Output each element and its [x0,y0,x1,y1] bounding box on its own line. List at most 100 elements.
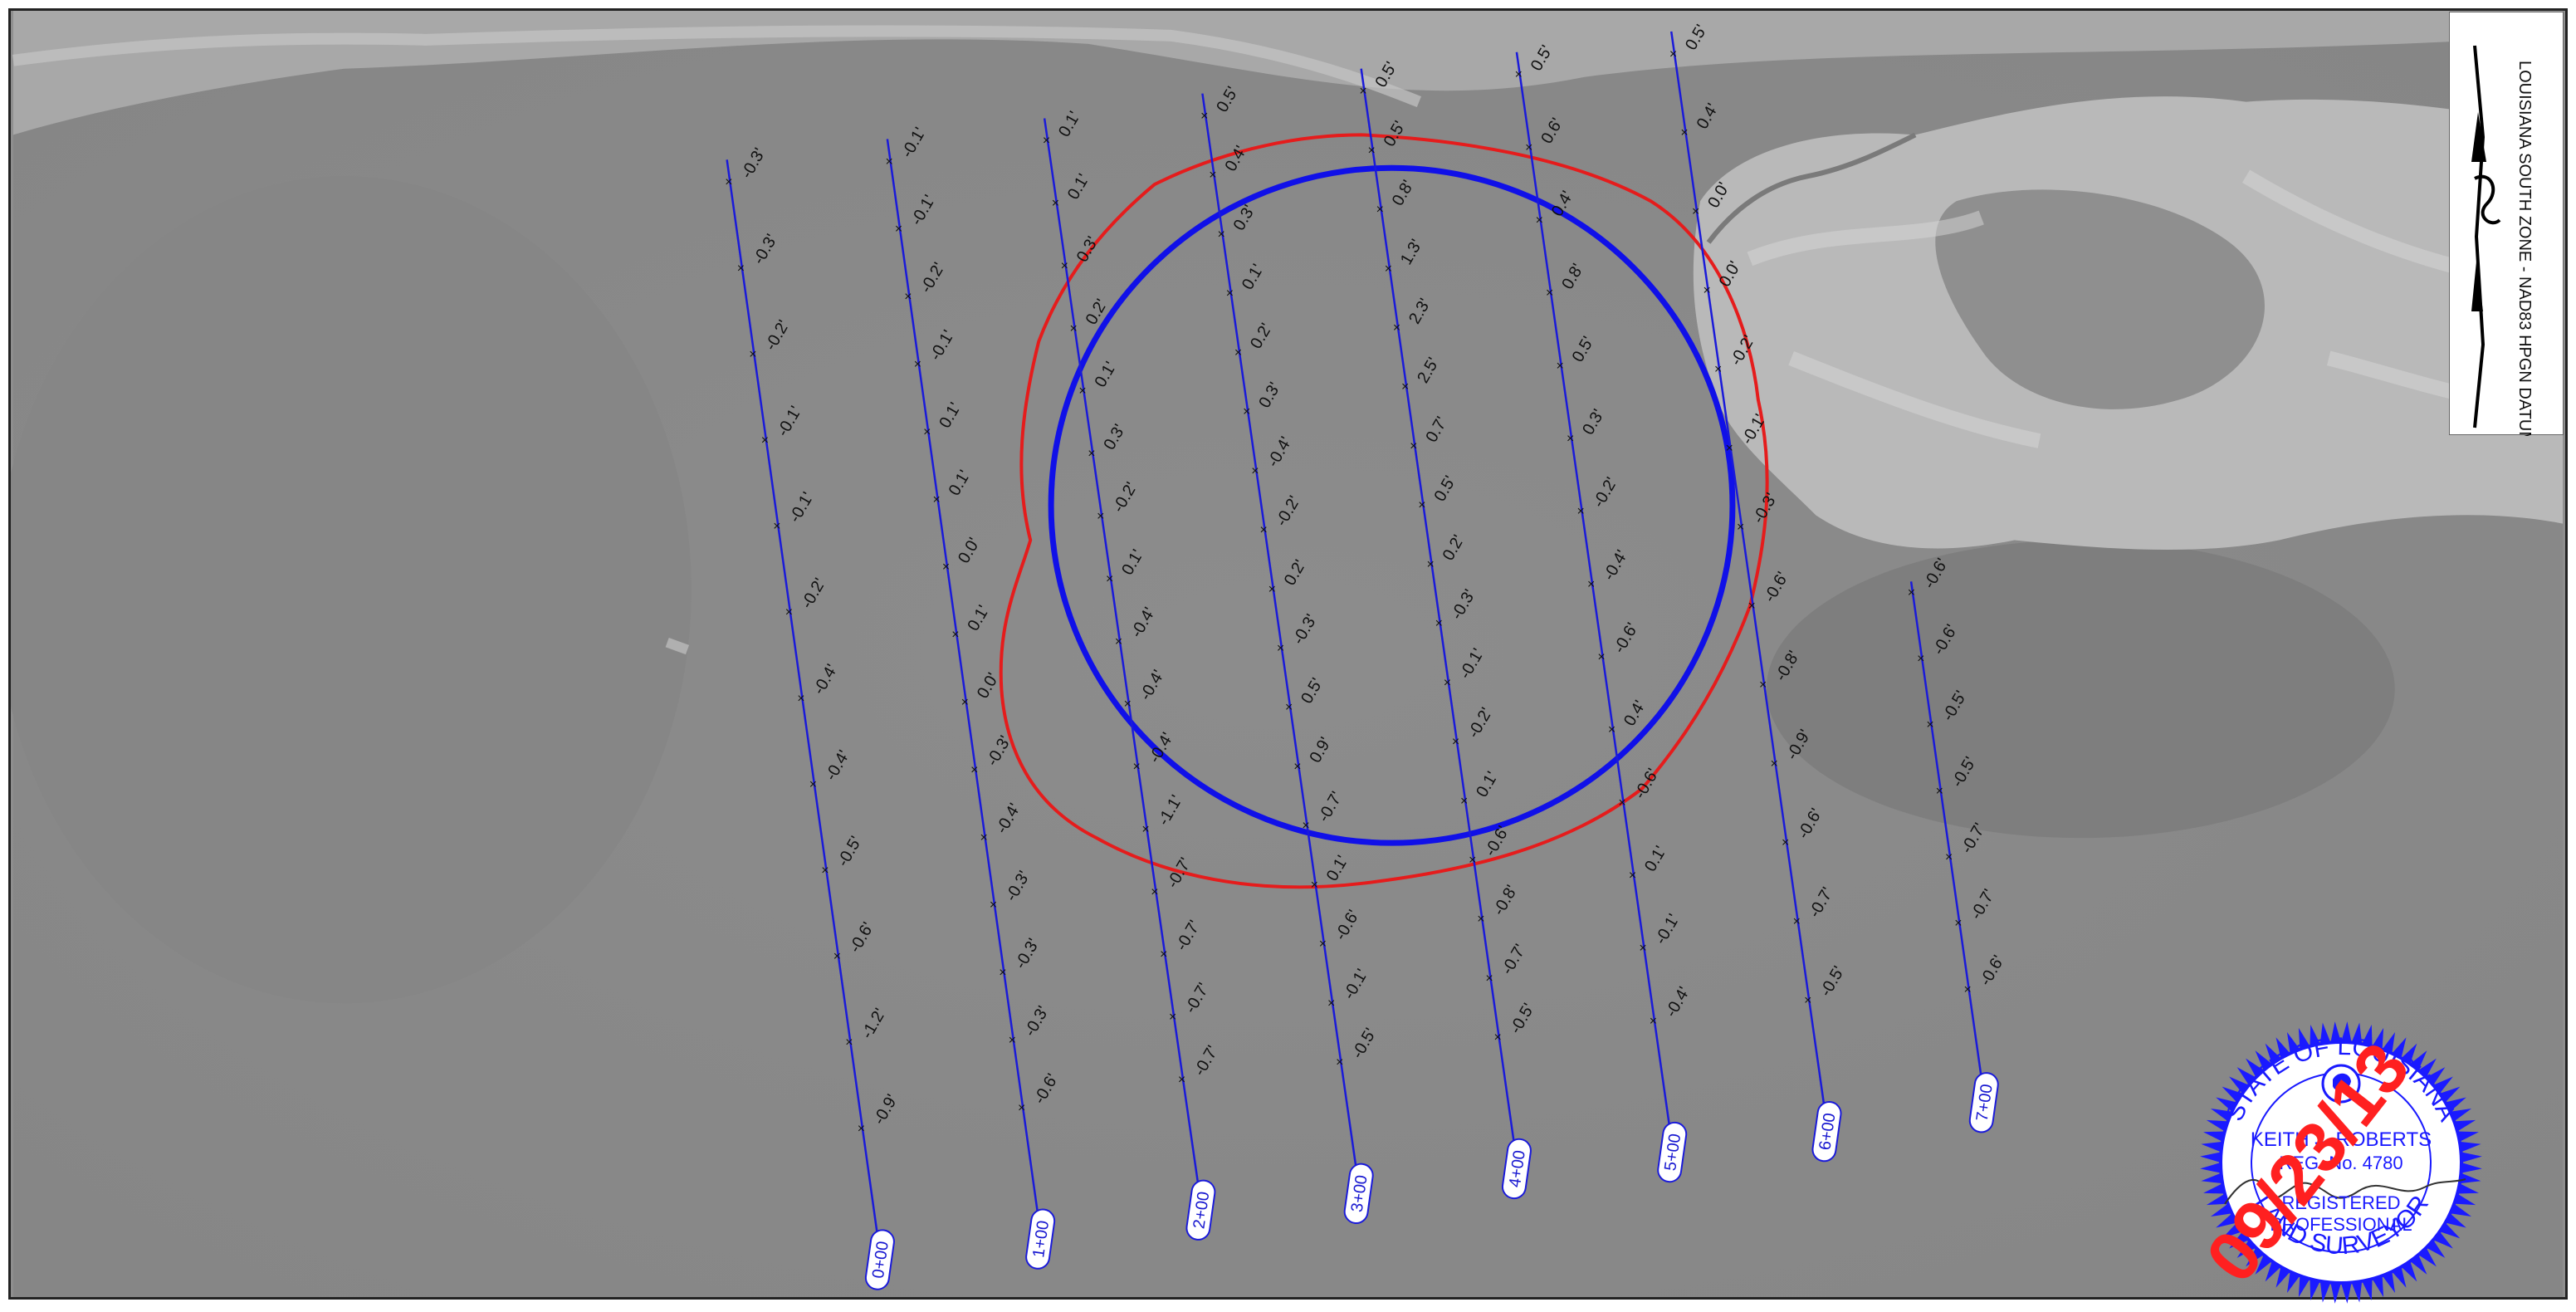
elevation-point-marker: × [1567,432,1574,446]
station-label-pill [1501,1138,1532,1200]
elevation-point-marker: × [1477,913,1484,927]
north-arrow-panel: LOUISIANA SOUTH ZONE - NAD83 HPGN DATUM [2449,12,2564,445]
elevation-point-marker: × [1515,68,1523,82]
transect-line [1669,31,1826,1108]
elevation-point-marker: × [932,492,940,507]
elevation-point-marker: × [990,898,997,913]
elevation-point-marker: × [999,966,1006,980]
elevation-point-marker: × [1285,701,1293,715]
seal-professional: PROFESSIONAL [2270,1214,2412,1235]
station-label[interactable]: 0+00 [864,1229,896,1291]
seal-ray [2450,1108,2472,1122]
elevation-point-marker: × [970,763,978,777]
elevation-point-marker: × [1650,1014,1657,1028]
seal-ray [2216,1097,2237,1112]
elevation-point-marker: × [1954,917,1962,931]
elevation-point-marker: × [1725,442,1733,456]
station-label[interactable]: 7+00 [1968,1071,2000,1133]
aerial-map[interactable]: ×-0.3'×-0.3'×-0.2'×-0.1'×-0.1'×-0.2'×-0.… [11,11,2565,1297]
elevation-point-marker: × [1385,262,1392,276]
elevation-point-marker: × [1319,937,1327,952]
seal-ray [2351,1022,2363,1045]
seal-ray [2341,1282,2352,1304]
map-frame: × -0.3' × -0.3' × -0.2' × -0.1' × -0.1' × -0.2' × -0.… [8,8,2568,1300]
elevation-point-marker: × [914,357,921,371]
elevation-point-marker: × [1178,1073,1185,1087]
elevation-point-marker: × [1804,993,1811,1007]
elevation-point-marker: × [1618,796,1625,810]
elevation-point-marker: × [961,695,969,709]
station-label[interactable]: 5+00 [1656,1121,1688,1183]
elevation-point-marker: × [1597,650,1605,664]
elevation-point-marker: × [1133,760,1141,774]
water-patch [11,176,692,1004]
elevation-point-marker: × [1359,85,1366,99]
elevation-point-marker: × [1243,405,1250,419]
seal-ray [2319,1022,2331,1045]
station-label[interactable]: 6+00 [1811,1100,1843,1163]
seal-registered: REGISTERED [2281,1192,2400,1213]
small-object [665,637,690,655]
red-boundary-line [999,133,1769,889]
datum-label: LOUISIANA SOUTH ZONE - NAD83 HPGN DATUM [2515,61,2534,436]
elevation-point-marker: × [1069,321,1077,335]
elevation-point-marker: × [1703,284,1710,298]
seal-ray [2454,1119,2476,1132]
marsh-interior [1935,189,2266,409]
seal-ray [2310,1025,2320,1046]
elevation-point-marker: × [1268,582,1276,596]
elevation-point-marker: × [1546,286,1553,301]
seal-ray [2298,1275,2310,1298]
seal-ray [2382,1031,2396,1054]
elevation-point-marker: × [1692,205,1699,219]
north-shoreline-edge [12,25,1421,108]
elevation-point-marker: × [1639,942,1646,956]
elevation-point-marker: × [1169,1011,1176,1025]
elevation-point-marker: × [1452,735,1459,749]
elevation-point-marker: × [1009,1033,1016,1047]
seal-rays [2200,1021,2482,1304]
elevation-point-marker: × [1327,996,1335,1011]
elevation-point-marker: × [1714,363,1722,377]
elevation-point-marker: × [1226,286,1234,301]
station-label[interactable]: 1+00 [1024,1208,1056,1270]
elevation-point-marker: × [1043,134,1050,148]
elevation-point-marker: × [1771,756,1778,771]
seal-ray [2372,1275,2384,1298]
elevation-point-marker: × [1669,47,1677,61]
seal-ray [2298,1027,2310,1050]
elevation-point-marker: × [737,262,745,276]
elevation-point-marker: × [1680,126,1688,140]
elevation-point-marker: × [1557,359,1564,373]
elevation-point-marker: × [1293,760,1301,774]
elevation-point-marker: × [1410,439,1417,453]
station-label-pill [864,1229,895,1290]
seal-ray [2362,1279,2373,1300]
elevation-point-marker: × [1097,510,1104,524]
seal-ray [2382,1271,2396,1294]
station-label[interactable]: 2+00 [1185,1179,1217,1241]
station-label[interactable]: 3+00 [1343,1163,1375,1225]
elevation-point-marker: × [1018,1101,1025,1115]
north-shoreline [12,11,2564,135]
transect-line [1360,68,1516,1144]
seal-ray [2461,1152,2482,1163]
elevation-point-marker: × [1401,380,1409,394]
elevation-point-marker: × [1536,213,1543,228]
elevation-point-marker: × [1393,321,1400,335]
seal-ray [2206,1119,2228,1132]
elevation-point-marker: × [886,154,893,169]
elevation-point-marker: × [1251,464,1259,478]
blue-circle [1048,164,1736,846]
elevation-point-marker: × [1748,600,1756,614]
elevation-point-marker: × [1078,384,1086,399]
marsh-texture [1747,169,2545,448]
station-label[interactable]: 4+00 [1501,1138,1532,1200]
elevation-point-marker: × [845,1035,853,1050]
seal-ray [2201,1172,2223,1184]
surveyor-seal: STATE OF LOUISIANA LAND SURVEYOR KEITH J… [2192,1021,2482,1304]
seal-ray [2201,1141,2223,1153]
elevation-point-marker: × [1759,678,1767,693]
elevation-point-marker: × [942,561,950,575]
elevation-point-marker: × [1368,144,1376,158]
